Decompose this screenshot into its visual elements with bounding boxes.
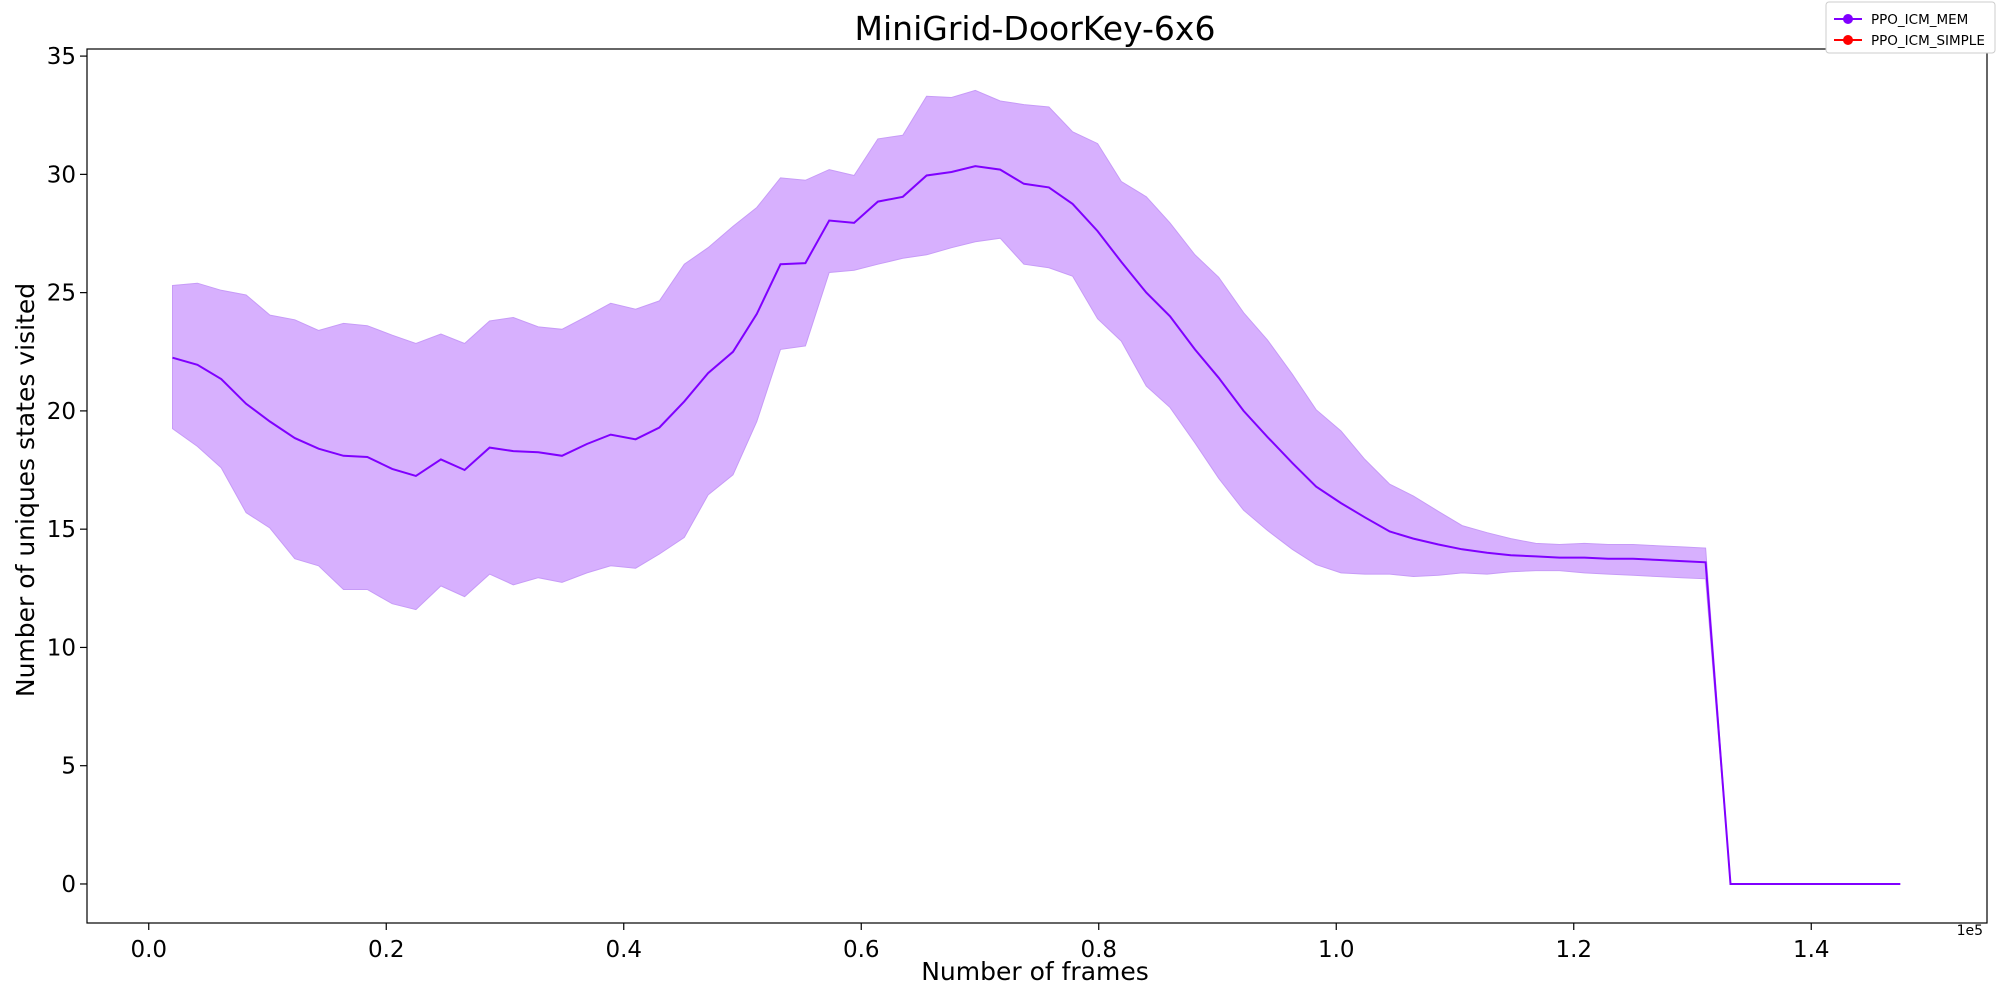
x-tick-label: 0.4 [605, 937, 642, 963]
x-tick-label: 1.4 [1793, 937, 1830, 963]
x-tick-label: 1.2 [1555, 937, 1592, 963]
x-tick-label: 0.6 [843, 937, 880, 963]
legend-box [1825, 1, 1996, 54]
legend-label: PPO_ICM_MEM [1871, 12, 1968, 28]
x-axis-label: Number of frames [921, 957, 1149, 986]
y-axis-label: Number of uniques states visited [11, 283, 40, 697]
y-tick-label: 0 [61, 872, 76, 898]
x-tick-label: 0.0 [130, 937, 167, 963]
x-tick-label: 0.8 [1080, 937, 1117, 963]
x-tick-label: 0.2 [368, 937, 405, 963]
series-line-ppo-icm-mem [172, 165, 1901, 885]
y-tick-label: 35 [47, 44, 76, 70]
legend-marker [1843, 14, 1853, 24]
y-tick-label: 10 [47, 635, 76, 661]
legend-label: PPO_ICM_SIMPLE [1871, 33, 1985, 49]
y-axis: 0 5 10 15 20 25 30 35 [47, 44, 87, 898]
x-tick-label: 1.0 [1318, 937, 1355, 963]
y-tick-label: 20 [47, 399, 76, 425]
legend: PPO_ICM_MEM PPO_ICM_SIMPLE [1825, 1, 1996, 54]
x-axis: 0.0 0.2 0.4 0.6 0.8 1.0 1.2 1.4 [130, 923, 1830, 963]
y-tick-label: 15 [47, 517, 76, 543]
legend-entry: PPO_ICM_MEM [1834, 12, 1968, 28]
x-axis-offset-label: 1e5 [1957, 923, 1983, 939]
plot-frame [86, 48, 1988, 924]
series-band-ppo-icm-mem [172, 89, 1901, 885]
legend-marker [1843, 35, 1853, 45]
y-tick-label: 30 [47, 162, 76, 188]
plot-area [86, 48, 1988, 924]
y-tick-label: 25 [47, 281, 76, 307]
y-tick-label: 5 [61, 754, 76, 780]
legend-entry: PPO_ICM_SIMPLE [1834, 33, 1985, 49]
chart-title: MiniGrid-DoorKey-6x6 [855, 9, 1216, 48]
